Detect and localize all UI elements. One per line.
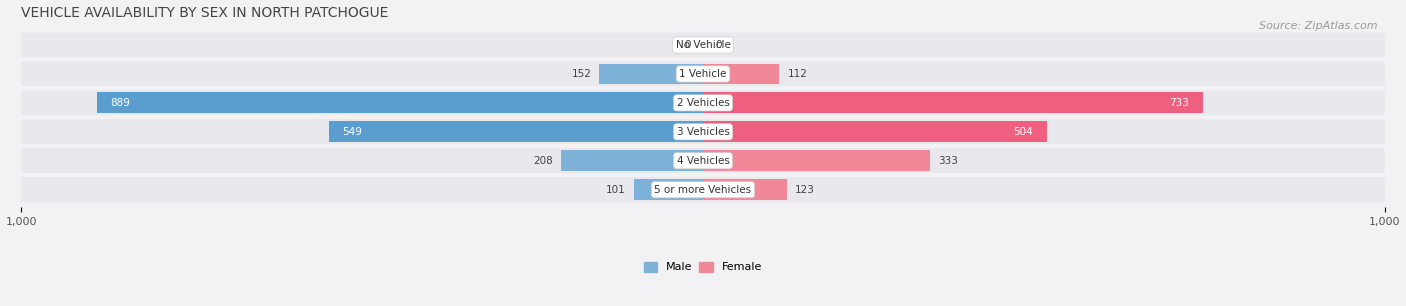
FancyBboxPatch shape bbox=[21, 148, 1385, 173]
Bar bbox=[97, 92, 703, 113]
FancyBboxPatch shape bbox=[21, 62, 1385, 87]
Text: 0: 0 bbox=[716, 40, 721, 50]
Bar bbox=[561, 150, 703, 171]
Bar bbox=[703, 64, 779, 84]
FancyBboxPatch shape bbox=[21, 32, 1385, 58]
Text: 504: 504 bbox=[1014, 127, 1033, 137]
Text: 549: 549 bbox=[343, 127, 363, 137]
Text: 5 or more Vehicles: 5 or more Vehicles bbox=[654, 185, 752, 195]
FancyBboxPatch shape bbox=[21, 119, 1385, 144]
Bar bbox=[703, 150, 929, 171]
Text: 112: 112 bbox=[787, 69, 807, 79]
Text: 101: 101 bbox=[606, 185, 626, 195]
Bar bbox=[703, 92, 1202, 113]
Legend: Male, Female: Male, Female bbox=[640, 257, 766, 277]
FancyBboxPatch shape bbox=[21, 177, 1385, 202]
Text: 0: 0 bbox=[685, 40, 690, 50]
Bar bbox=[634, 179, 703, 200]
Bar bbox=[329, 121, 703, 142]
FancyBboxPatch shape bbox=[21, 90, 1385, 115]
Text: 2 Vehicles: 2 Vehicles bbox=[676, 98, 730, 108]
Text: 733: 733 bbox=[1170, 98, 1189, 108]
Text: 3 Vehicles: 3 Vehicles bbox=[676, 127, 730, 137]
Text: 4 Vehicles: 4 Vehicles bbox=[676, 156, 730, 166]
Bar bbox=[703, 121, 1046, 142]
Text: 123: 123 bbox=[794, 185, 815, 195]
Text: No Vehicle: No Vehicle bbox=[675, 40, 731, 50]
Text: 333: 333 bbox=[938, 156, 957, 166]
Text: 208: 208 bbox=[533, 156, 553, 166]
Text: 152: 152 bbox=[571, 69, 591, 79]
Text: 1 Vehicle: 1 Vehicle bbox=[679, 69, 727, 79]
Text: 889: 889 bbox=[111, 98, 131, 108]
Text: Source: ZipAtlas.com: Source: ZipAtlas.com bbox=[1260, 21, 1378, 32]
Bar bbox=[703, 179, 787, 200]
Bar bbox=[599, 64, 703, 84]
Text: VEHICLE AVAILABILITY BY SEX IN NORTH PATCHOGUE: VEHICLE AVAILABILITY BY SEX IN NORTH PAT… bbox=[21, 6, 388, 20]
